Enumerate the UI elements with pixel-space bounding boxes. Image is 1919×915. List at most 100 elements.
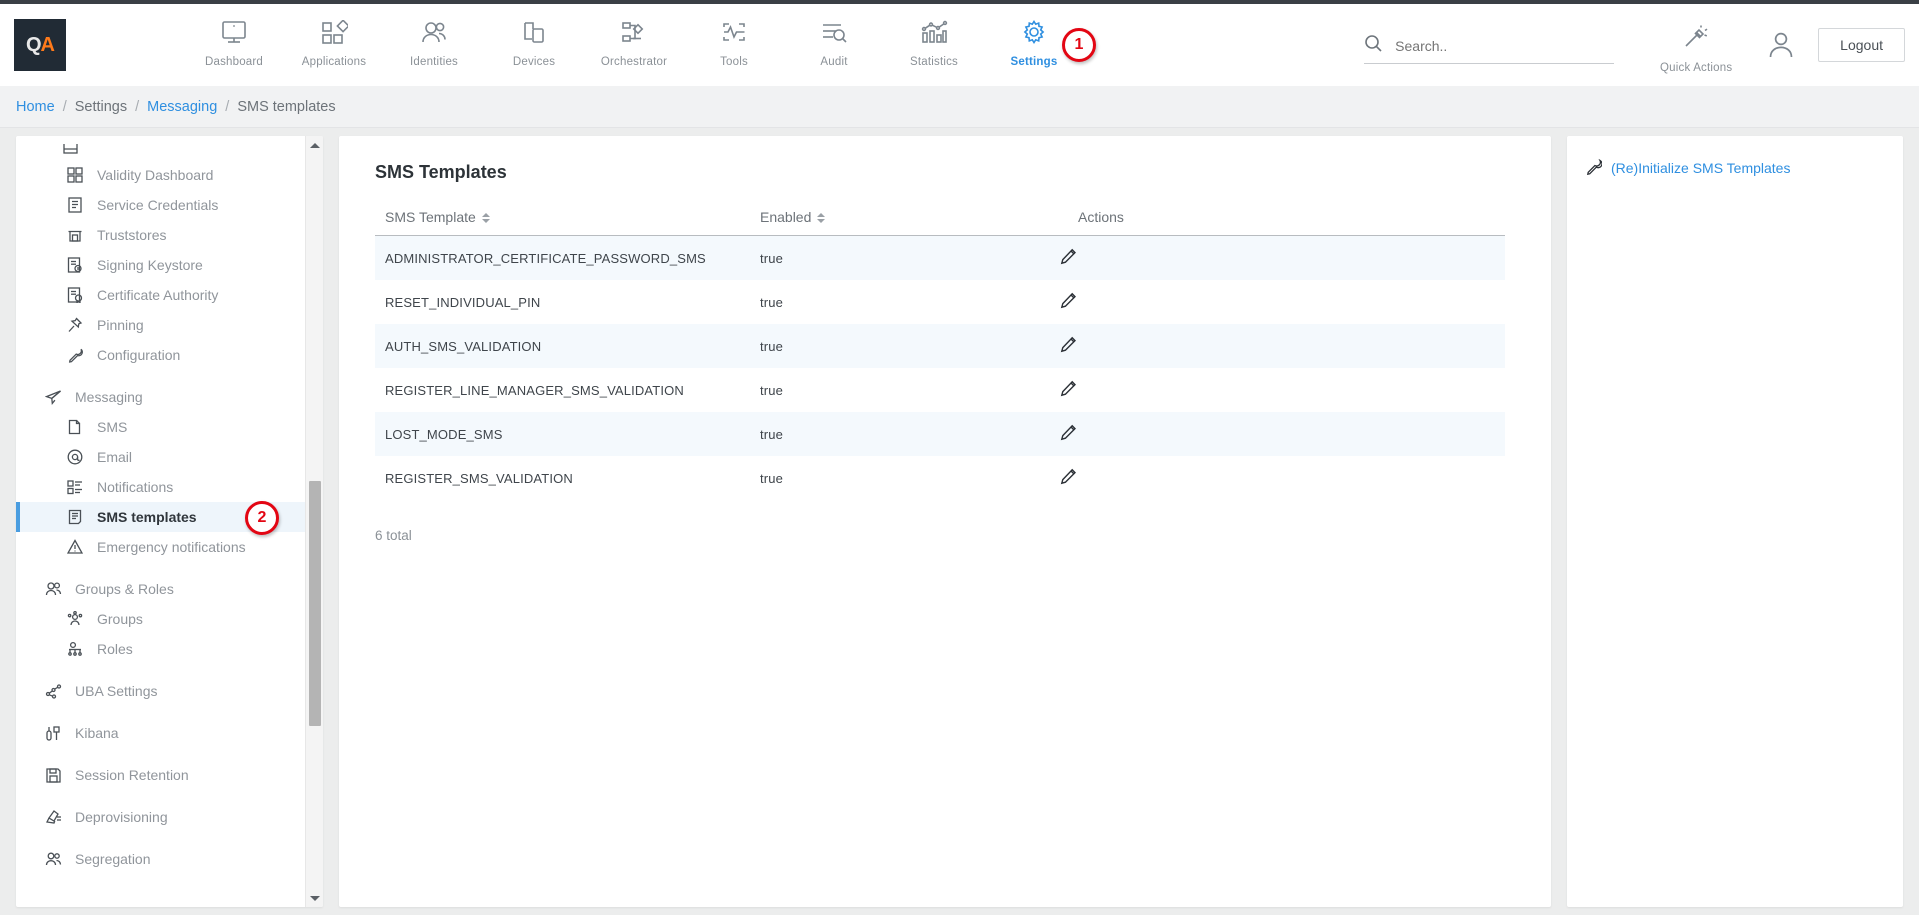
sidebar-spacer — [16, 790, 305, 802]
sidebar-item-label: Segregation — [75, 851, 151, 867]
sidebar-clipped-item — [16, 144, 305, 160]
orchestrator-icon — [620, 16, 648, 50]
sidebar-item-label: Service Credentials — [97, 197, 219, 213]
breadcrumb-separator: / — [62, 98, 67, 115]
kibana-icon — [40, 725, 66, 742]
breadcrumb-item-settings[interactable]: Settings — [74, 98, 128, 115]
sidebar-spacer — [16, 562, 305, 574]
sidebar-spacer — [16, 664, 305, 676]
sidebar-item-deprovisioning[interactable]: Deprovisioning — [16, 802, 305, 832]
cell-actions — [1050, 236, 1505, 281]
table-row[interactable]: AUTH_SMS_VALIDATION true — [375, 324, 1505, 368]
sidebar-item-uba-settings[interactable]: UBA Settings — [16, 676, 305, 706]
audit-search-icon — [820, 16, 848, 50]
breadcrumb-separator: / — [135, 98, 140, 115]
sort-icon[interactable] — [817, 213, 826, 224]
quick-actions-button[interactable]: Quick Actions — [1648, 17, 1744, 74]
cell-enabled: true — [760, 426, 784, 442]
scroll-down-arrow-icon[interactable] — [306, 889, 323, 907]
table-row[interactable]: RESET_INDIVIDUAL_PIN true — [375, 280, 1505, 324]
nav-item-dashboard[interactable]: Dashboard — [184, 10, 284, 68]
nav-item-applications[interactable]: Applications — [284, 10, 384, 68]
nav-item-orchestrator[interactable]: Orchestrator — [584, 10, 684, 68]
table-body: ADMINISTRATOR_CERTIFICATE_PASSWORD_SMS t… — [375, 235, 1505, 500]
sidebar-item-label: Kibana — [75, 725, 119, 741]
quick-actions-label: Quick Actions — [1660, 61, 1733, 74]
sidebar-group-groups-roles[interactable]: Groups & Roles — [16, 574, 305, 604]
edit-pencil-icon[interactable] — [1060, 468, 1077, 488]
cell-enabled: true — [760, 294, 784, 310]
sidebar-item-notifications[interactable]: Notifications — [16, 472, 305, 502]
nav-item-devices[interactable]: Devices — [484, 10, 584, 68]
breadcrumb-item-home[interactable]: Home — [16, 98, 55, 115]
sort-icon[interactable] — [481, 213, 490, 224]
table-row[interactable]: LOST_MODE_SMS true — [375, 412, 1505, 456]
scrollbar-thumb[interactable] — [309, 481, 321, 726]
cell-enabled: true — [760, 338, 784, 354]
sidebar-item-segregation[interactable]: Segregation — [16, 844, 305, 874]
sidebar-scrollbar[interactable] — [305, 136, 323, 907]
sidebar-item-roles[interactable]: Roles — [16, 634, 305, 664]
save-icon — [40, 767, 66, 784]
cell-enabled: true — [760, 250, 784, 266]
search-box[interactable] — [1364, 34, 1615, 64]
column-header-enabled[interactable]: Enabled — [750, 209, 1050, 236]
table-row[interactable]: REGISTER_LINE_MANAGER_SMS_VALIDATION tru… — [375, 368, 1505, 412]
sidebar-item-truststores[interactable]: Truststores — [16, 220, 305, 250]
nav-label: Audit — [820, 56, 848, 68]
table-row[interactable]: ADMINISTRATOR_CERTIFICATE_PASSWORD_SMS t… — [375, 235, 1505, 281]
nav-item-statistics[interactable]: Statistics — [884, 10, 984, 68]
cell-actions — [1050, 368, 1505, 412]
sidebar-item-sms[interactable]: SMS — [16, 412, 305, 442]
sidebar-item-configuration[interactable]: Configuration — [16, 340, 305, 370]
sidebar-item-pinning[interactable]: Pinning — [16, 310, 305, 340]
send-icon — [40, 389, 66, 406]
sidebar-item-label: Emergency notifications — [97, 539, 246, 555]
reinitialize-label: (Re)Initialize SMS Templates — [1611, 160, 1791, 176]
nav-item-settings[interactable]: Settings — [984, 10, 1084, 68]
nav-label: Devices — [512, 56, 556, 68]
segregation-icon — [40, 851, 66, 868]
sidebar-item-label: Configuration — [97, 347, 181, 363]
sidebar-item-label: Deprovisioning — [75, 809, 168, 825]
marker-label: 1 — [1074, 36, 1084, 53]
sidebar-item-emergency-notifications[interactable]: Emergency notifications — [16, 532, 305, 562]
reinitialize-sms-templates-link[interactable]: (Re)Initialize SMS Templates — [1585, 158, 1885, 178]
nav-item-identities[interactable]: Identities — [384, 10, 484, 68]
breadcrumb-item-messaging[interactable]: Messaging — [147, 98, 218, 115]
edit-pencil-icon[interactable] — [1060, 424, 1077, 444]
sidebar-item-label: UBA Settings — [75, 683, 158, 699]
step-marker-2: 2 — [245, 501, 279, 535]
sidebar-group-messaging[interactable]: Messaging — [16, 382, 305, 412]
sidebar-item-email[interactable]: Email — [16, 442, 305, 472]
table-row[interactable]: REGISTER_SMS_VALIDATION true — [375, 456, 1505, 500]
edit-pencil-icon[interactable] — [1060, 292, 1077, 312]
column-header-sms-template[interactable]: SMS Template — [375, 209, 750, 236]
nav-label: Identities — [409, 56, 459, 68]
sidebar-item-session-retention[interactable]: Session Retention — [16, 760, 305, 790]
sidebar-item-kibana[interactable]: Kibana — [16, 718, 305, 748]
search-input[interactable] — [1393, 37, 1594, 55]
sidebar-item-signing-keystore[interactable]: Signing Keystore — [16, 250, 305, 280]
gear-icon — [1020, 16, 1048, 50]
truststore-icon — [62, 227, 88, 243]
scroll-up-arrow-icon[interactable] — [306, 136, 323, 154]
edit-pencil-icon[interactable] — [1060, 248, 1077, 268]
edit-pencil-icon[interactable] — [1060, 336, 1077, 356]
column-header-actions: Actions — [1050, 209, 1505, 236]
sidebar-item-label: Groups — [97, 611, 143, 627]
magic-wand-icon — [1682, 21, 1710, 55]
sidebar-item-groups[interactable]: Groups — [16, 604, 305, 634]
sidebar-item-service-credentials[interactable]: Service Credentials — [16, 190, 305, 220]
uba-icon — [40, 683, 66, 700]
sidebar-item-validity-dashboard[interactable]: Validity Dashboard — [16, 160, 305, 190]
credentials-icon — [62, 197, 88, 213]
sidebar-item-certificate-authority[interactable]: Certificate Authority — [16, 280, 305, 310]
cell-template-name: RESET_INDIVIDUAL_PIN — [385, 294, 541, 310]
nav-item-tools[interactable]: Tools — [684, 10, 784, 68]
logout-button[interactable]: Logout — [1818, 28, 1905, 62]
avatar[interactable] — [1744, 30, 1818, 60]
nav-item-audit[interactable]: Audit — [784, 10, 884, 68]
edit-pencil-icon[interactable] — [1060, 380, 1077, 400]
